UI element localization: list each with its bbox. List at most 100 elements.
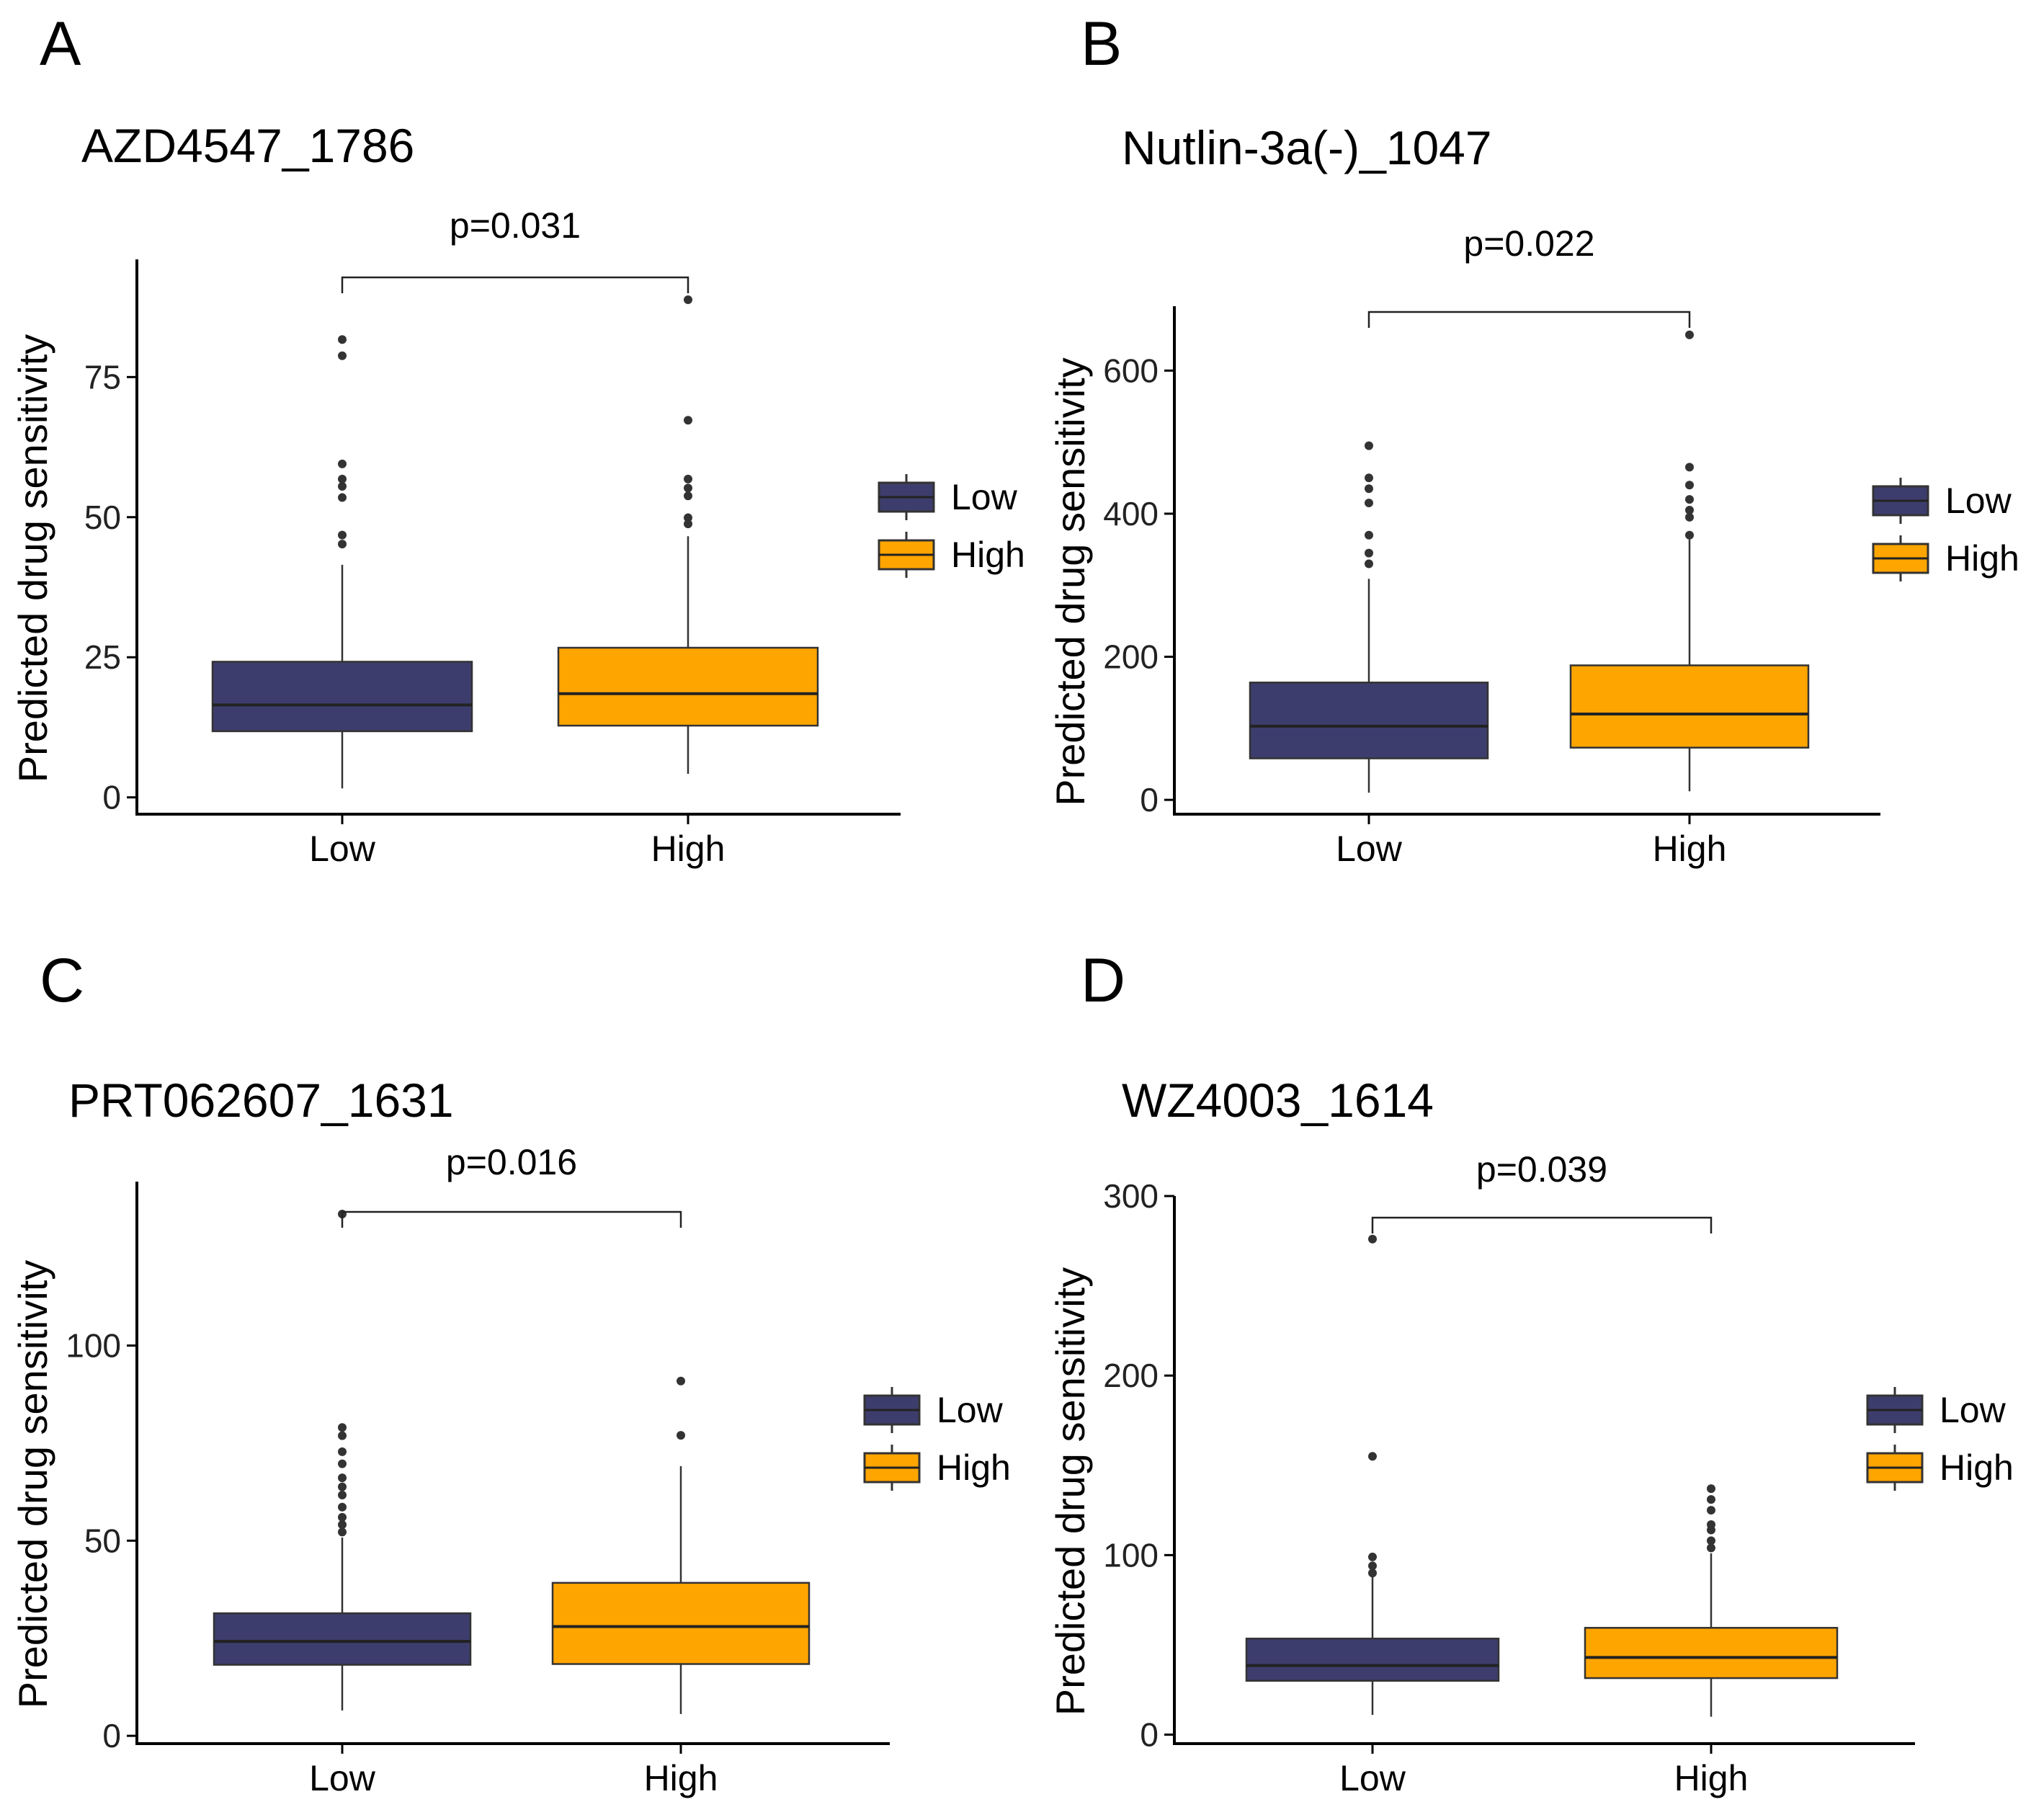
y-axis-label: Predicted drug sensitivity bbox=[1048, 357, 1093, 806]
box-low bbox=[211, 335, 473, 789]
outlier-point bbox=[1707, 1543, 1715, 1553]
legend: Low High bbox=[878, 474, 1025, 578]
significance-bracket bbox=[1367, 311, 1691, 328]
outlier-point bbox=[338, 493, 347, 502]
outlier-point bbox=[1685, 481, 1694, 490]
box-iqr bbox=[211, 661, 473, 733]
outlier-point bbox=[677, 1431, 685, 1440]
legend-label-low: Low bbox=[1945, 481, 2012, 521]
x-tick-label: High bbox=[651, 829, 726, 869]
outlier-point bbox=[338, 351, 347, 360]
outlier-point bbox=[338, 335, 347, 344]
box-low bbox=[1249, 441, 1489, 793]
outlier-point bbox=[684, 416, 692, 425]
y-tick-label: 100 bbox=[1103, 1536, 1159, 1574]
outlier-point bbox=[1368, 1569, 1377, 1578]
outlier-point bbox=[338, 530, 347, 540]
outlier-point bbox=[1365, 441, 1373, 450]
y-axis-label: Predicted drug sensitivity bbox=[10, 334, 55, 783]
outlier-point bbox=[1368, 1452, 1377, 1461]
x-tick-label: Low bbox=[1339, 1758, 1406, 1798]
x-tick-label: High bbox=[644, 1758, 718, 1798]
outlier-point bbox=[1685, 505, 1694, 514]
x-tick-label: Low bbox=[1336, 829, 1403, 869]
outlier-point bbox=[1685, 330, 1694, 339]
outlier-point bbox=[1685, 463, 1694, 472]
panel-letter: B bbox=[1081, 9, 1122, 79]
outlier-point bbox=[684, 295, 692, 304]
panel-letter: A bbox=[40, 9, 81, 79]
significance-bracket bbox=[341, 276, 689, 293]
panel-letter: C bbox=[40, 946, 84, 1015]
outlier-point bbox=[338, 1520, 347, 1530]
legend: Low High bbox=[863, 1387, 1011, 1491]
outlier-point bbox=[1365, 473, 1373, 483]
outlier-point bbox=[1365, 548, 1373, 558]
outlier-point bbox=[338, 1482, 347, 1491]
outlier-point bbox=[1365, 484, 1373, 494]
outlier-point bbox=[338, 1527, 347, 1537]
x-tick-label: High bbox=[1653, 829, 1727, 869]
outlier-point bbox=[1365, 530, 1373, 540]
legend-label-high: High bbox=[937, 1447, 1011, 1488]
y-tick-label: 0 bbox=[102, 779, 121, 816]
box-iqr bbox=[557, 646, 819, 727]
y-tick-label: 400 bbox=[1103, 495, 1159, 532]
box-iqr bbox=[1569, 664, 1810, 749]
y-tick-label: 300 bbox=[1103, 1177, 1159, 1215]
y-tick-label: 200 bbox=[1103, 638, 1159, 676]
y-tick-label: 600 bbox=[1103, 352, 1159, 389]
y-tick-label: 50 bbox=[84, 499, 121, 536]
box-low bbox=[213, 1209, 472, 1710]
outlier-point bbox=[338, 482, 347, 491]
outlier-point bbox=[1365, 559, 1373, 568]
outlier-point bbox=[1707, 1520, 1715, 1529]
p-value-label: p=0.039 bbox=[1476, 1149, 1607, 1190]
y-tick-label: 50 bbox=[84, 1522, 121, 1559]
box-high bbox=[551, 1376, 811, 1714]
legend: Low High bbox=[1866, 1387, 2014, 1491]
outlier-point bbox=[1685, 512, 1694, 522]
y-tick-label: 0 bbox=[102, 1717, 121, 1754]
outlier-point bbox=[338, 459, 347, 468]
panel-letter: D bbox=[1081, 946, 1125, 1015]
panel-d: D WZ4003_1614 0 100 200 300 Predicted drug sen… bbox=[1048, 946, 2014, 1798]
y-axis-label: Predicted drug sensitivity bbox=[10, 1260, 55, 1709]
outlier-point bbox=[1685, 495, 1694, 504]
y-tick-label: 0 bbox=[1140, 781, 1159, 818]
outlier-point bbox=[338, 1447, 347, 1456]
chart-title: AZD4547_1786 bbox=[81, 119, 414, 172]
chart-title: WZ4003_1614 bbox=[1122, 1074, 1434, 1127]
panel-c: C PRT062607_1631 0 50 100 Predicted drug sens… bbox=[10, 946, 1011, 1798]
outlier-point bbox=[684, 513, 692, 522]
legend-label-low: Low bbox=[951, 477, 1018, 517]
outlier-point bbox=[338, 1490, 347, 1499]
outlier-point bbox=[684, 483, 692, 493]
outlier-point bbox=[1685, 530, 1694, 540]
p-value-label: p=0.022 bbox=[1463, 223, 1594, 264]
box-low bbox=[1245, 1234, 1500, 1716]
outlier-point bbox=[684, 474, 692, 483]
outlier-point bbox=[338, 1431, 347, 1440]
chart-title: PRT062607_1631 bbox=[68, 1074, 454, 1127]
legend-label-high: High bbox=[1945, 538, 2019, 579]
box-iqr bbox=[1584, 1627, 1839, 1680]
outlier-point bbox=[338, 1502, 347, 1512]
outlier-point bbox=[338, 474, 347, 483]
outlier-point bbox=[1368, 1552, 1377, 1561]
y-tick-label: 200 bbox=[1103, 1357, 1159, 1394]
box-iqr bbox=[1245, 1637, 1500, 1682]
outlier-point bbox=[684, 519, 692, 529]
box-iqr bbox=[551, 1582, 811, 1665]
y-tick-label: 75 bbox=[84, 358, 121, 396]
outlier-point bbox=[338, 1423, 347, 1432]
chart-title: Nutlin-3a(-)_1047 bbox=[1122, 121, 1492, 174]
outlier-point bbox=[338, 1512, 347, 1522]
x-tick-label: High bbox=[1674, 1758, 1749, 1798]
outlier-point bbox=[1365, 499, 1373, 508]
p-value-label: p=0.031 bbox=[450, 205, 581, 246]
outlier-point bbox=[1368, 1234, 1377, 1244]
p-value-label: p=0.016 bbox=[446, 1142, 577, 1182]
outlier-point bbox=[684, 491, 692, 501]
